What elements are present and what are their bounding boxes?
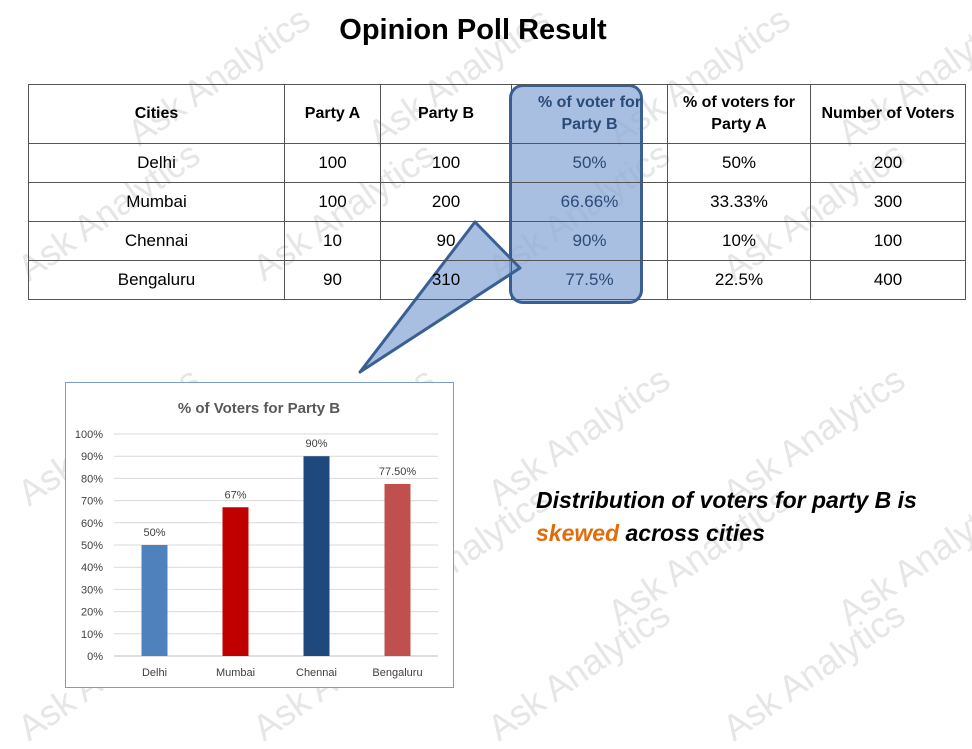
- data-label: 77.50%: [379, 466, 417, 478]
- chart-canvas: % of Voters for Party B 0% 10% 20% 30% 40% 50%…: [75, 400, 438, 679]
- x-tick-label: Bengaluru: [372, 667, 422, 679]
- y-tick-label: 90%: [81, 451, 103, 463]
- table-cell: 100: [284, 182, 381, 222]
- y-tick-label: 30%: [81, 584, 103, 596]
- header-pct-party-b: % of voter for Party B: [511, 84, 668, 144]
- bar-bengaluru: [384, 483, 411, 656]
- conclusion-line1: Distribution of voters for party B is: [536, 487, 917, 513]
- y-tick-label: 70%: [81, 496, 103, 508]
- table-cell: 22.5%: [667, 260, 811, 300]
- page-title: Opinion Poll Result: [339, 14, 607, 46]
- x-tick-label: Delhi: [142, 667, 167, 679]
- table-cell: 77.5%: [511, 260, 668, 300]
- table-cell: Chennai: [28, 221, 285, 261]
- conclusion-rest: across cities: [619, 520, 765, 547]
- table-cell: 10%: [667, 221, 811, 261]
- table-cell: Delhi: [28, 143, 285, 183]
- table-cell: 33.33%: [667, 182, 811, 222]
- header-number-of-voters: Number of Voters: [810, 84, 966, 144]
- table-row: Delhi 100 100 50% 50% 200: [28, 143, 966, 183]
- bar-mumbai: [222, 507, 249, 656]
- data-label: 90%: [305, 438, 327, 450]
- bar-chennai: [303, 456, 330, 656]
- table-cell: Mumbai: [28, 182, 285, 222]
- table-cell: 300: [810, 182, 966, 222]
- chart-title: % of Voters for Party B: [178, 400, 340, 417]
- table-row: Bengaluru 90 310 77.5% 22.5% 400: [28, 260, 966, 300]
- header-cities: Cities: [28, 84, 285, 144]
- table-cell: 310: [380, 260, 512, 300]
- table-row: Chennai 10 90 90% 10% 100: [28, 221, 966, 261]
- table-header-row: Cities Party A Party B % of voter for Pa…: [28, 84, 966, 144]
- header-pct-party-a: % of voters for Party A: [667, 84, 811, 144]
- table-row: Mumbai 100 200 66.66% 33.33% 300: [28, 182, 966, 222]
- y-tick-label: 20%: [81, 607, 103, 619]
- y-tick-label: 80%: [81, 473, 103, 485]
- table-cell: 90: [380, 221, 512, 261]
- table-cell: 50%: [511, 143, 668, 183]
- y-tick-label: 40%: [81, 562, 103, 574]
- table-cell: 10: [284, 221, 381, 261]
- x-tick-label: Mumbai: [216, 667, 255, 679]
- table-cell: 400: [810, 260, 966, 300]
- table-cell: 200: [380, 182, 512, 222]
- y-tick-label: 60%: [81, 518, 103, 530]
- conclusion-text: Distribution of voters for party B is sk…: [536, 484, 956, 551]
- header-party-a: Party A: [284, 84, 381, 144]
- table-cell: 100: [810, 221, 966, 261]
- table-cell: 66.66%: [511, 182, 668, 222]
- table-cell: 100: [380, 143, 512, 183]
- table-cell: 50%: [667, 143, 811, 183]
- x-tick-label: Chennai: [296, 667, 337, 679]
- conclusion-emphasis: skewed: [536, 520, 620, 547]
- y-tick-label: 50%: [81, 540, 103, 552]
- header-party-b: Party B: [380, 84, 512, 144]
- table-cell: Bengaluru: [28, 260, 285, 300]
- bar-delhi: [141, 545, 168, 656]
- poll-table: Cities Party A Party B % of voter for Pa…: [28, 84, 966, 300]
- data-label: 67%: [224, 489, 246, 501]
- y-tick-label: 10%: [81, 629, 103, 641]
- table-cell: 90%: [511, 221, 668, 261]
- data-label: 50%: [143, 527, 165, 539]
- table-cell: 200: [810, 143, 966, 183]
- table-cell: 90: [284, 260, 381, 300]
- table-cell: 100: [284, 143, 381, 183]
- y-tick-label: 100%: [75, 429, 103, 441]
- y-tick-label: 0%: [87, 651, 103, 663]
- bar-chart: % of Voters for Party B 0% 10% 20% 30% 40% 50%…: [65, 382, 454, 688]
